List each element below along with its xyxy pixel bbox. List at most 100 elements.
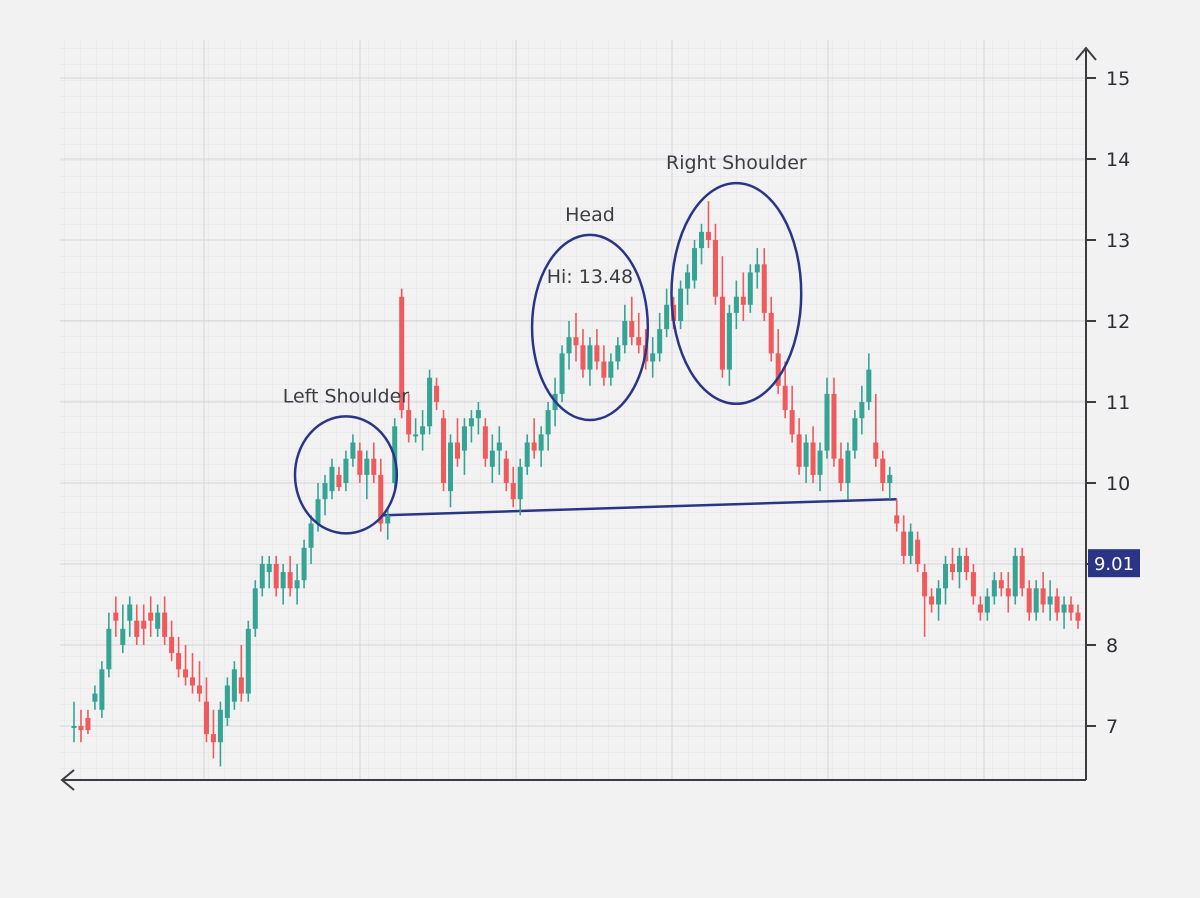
candle bbox=[364, 450, 370, 500]
candle bbox=[1012, 547, 1018, 605]
candle-body bbox=[301, 547, 307, 581]
candle bbox=[615, 337, 621, 370]
candle bbox=[183, 645, 189, 686]
candle-body bbox=[468, 418, 474, 427]
candle bbox=[991, 572, 997, 605]
candle-body bbox=[810, 442, 816, 475]
candle bbox=[838, 442, 844, 492]
y-tick-label: 13 bbox=[1106, 230, 1130, 252]
candle-body bbox=[615, 345, 621, 362]
high-label: Hi: 13.48 bbox=[547, 266, 633, 288]
candle-body bbox=[364, 458, 370, 475]
candle bbox=[963, 547, 969, 581]
candle-body bbox=[901, 531, 907, 556]
candle-body bbox=[350, 442, 356, 459]
candle bbox=[1054, 588, 1060, 621]
candle bbox=[482, 418, 488, 467]
candle-body bbox=[580, 345, 586, 370]
candle bbox=[217, 701, 223, 767]
candle-body bbox=[782, 385, 788, 411]
candle-body bbox=[531, 442, 537, 451]
candle-body bbox=[92, 693, 98, 702]
candle-body bbox=[650, 353, 656, 362]
candle-body bbox=[245, 628, 251, 694]
candle bbox=[350, 434, 356, 467]
candle bbox=[231, 661, 237, 710]
candle bbox=[845, 442, 851, 500]
candle-body bbox=[573, 337, 579, 346]
pattern-label: Left Shoulder bbox=[283, 385, 410, 407]
candle bbox=[427, 369, 433, 435]
candle-body bbox=[113, 612, 119, 621]
candle-body bbox=[887, 474, 893, 483]
candle bbox=[78, 709, 84, 743]
candle bbox=[650, 337, 656, 378]
candle bbox=[692, 240, 698, 289]
candle-body bbox=[224, 685, 230, 718]
candle-body bbox=[747, 272, 753, 305]
candle-body bbox=[210, 734, 216, 743]
candle-body bbox=[329, 466, 335, 492]
candle-body bbox=[134, 620, 140, 637]
candle bbox=[385, 507, 391, 540]
candle bbox=[203, 677, 209, 743]
candle-body bbox=[120, 628, 126, 645]
candle bbox=[141, 604, 147, 645]
candle-body bbox=[322, 483, 328, 500]
candle-body bbox=[475, 410, 481, 419]
candle bbox=[1026, 580, 1032, 621]
candle-body bbox=[385, 515, 391, 524]
candle bbox=[496, 426, 502, 475]
candle-body bbox=[1019, 555, 1025, 589]
candle bbox=[1005, 572, 1011, 613]
candle bbox=[810, 426, 816, 483]
candle bbox=[308, 515, 314, 564]
candle bbox=[817, 442, 823, 492]
candle-body bbox=[559, 353, 565, 394]
candle bbox=[357, 442, 363, 483]
candle bbox=[984, 588, 990, 621]
candle bbox=[99, 661, 105, 718]
y-axis-arrow-icon bbox=[1075, 46, 1097, 61]
candle bbox=[678, 280, 684, 330]
candle-body bbox=[922, 572, 928, 597]
candle bbox=[726, 304, 732, 386]
candle bbox=[468, 410, 474, 443]
candle-body bbox=[726, 312, 732, 370]
candle bbox=[489, 434, 495, 483]
y-tick-label: 12 bbox=[1106, 311, 1130, 333]
candle-body bbox=[454, 442, 460, 459]
candle bbox=[622, 304, 628, 354]
candle bbox=[134, 604, 140, 645]
candles-layer bbox=[71, 201, 1081, 767]
candle-body bbox=[587, 345, 593, 370]
candle bbox=[162, 596, 168, 645]
candle-body bbox=[217, 709, 223, 743]
candle-body bbox=[1061, 604, 1067, 613]
candle bbox=[517, 458, 523, 516]
candle bbox=[224, 677, 230, 726]
candle bbox=[378, 458, 384, 532]
candle-body bbox=[817, 450, 823, 475]
candle-body bbox=[998, 580, 1004, 589]
candle-body bbox=[963, 555, 969, 573]
candle-body bbox=[162, 612, 168, 637]
candle-body bbox=[594, 345, 600, 362]
candle bbox=[657, 312, 663, 362]
last-price-tag: 9.01 bbox=[1088, 549, 1140, 578]
candle-body bbox=[155, 612, 161, 629]
candle-body bbox=[141, 620, 147, 629]
candle bbox=[92, 685, 98, 710]
candle-body bbox=[789, 410, 795, 435]
candle-body bbox=[266, 564, 272, 573]
candle-body bbox=[775, 353, 781, 386]
candle-body bbox=[1068, 604, 1074, 613]
candle bbox=[434, 377, 440, 411]
candle bbox=[190, 653, 196, 694]
candle-body bbox=[803, 442, 809, 467]
candle bbox=[71, 701, 77, 743]
candle-body bbox=[845, 450, 851, 483]
candle bbox=[712, 223, 718, 305]
candle-body bbox=[176, 653, 182, 670]
